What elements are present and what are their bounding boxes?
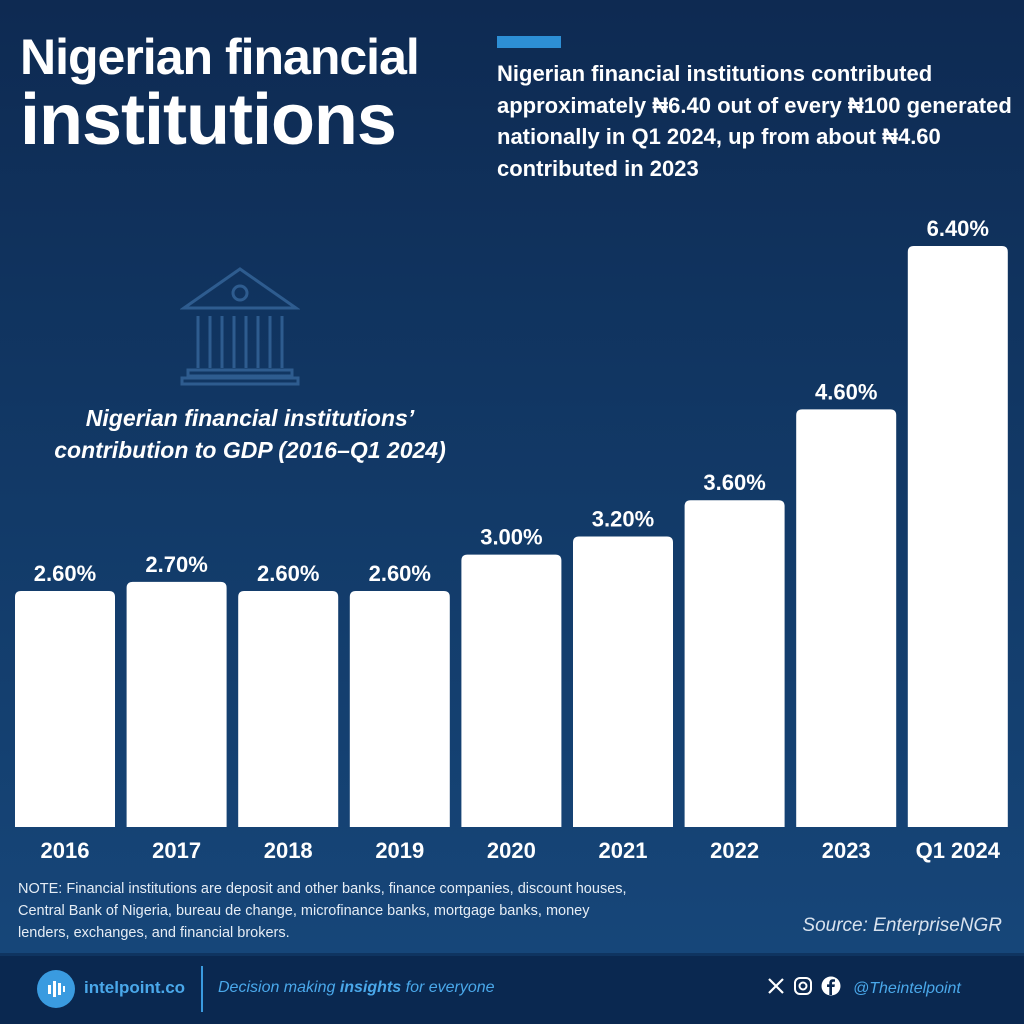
bar-2018 xyxy=(238,590,339,827)
chart-title: Nigerian financial institutions’ contrib… xyxy=(54,405,446,463)
social-links xyxy=(767,976,841,996)
description: Nigerian financial institutions contribu… xyxy=(497,61,1012,181)
bar-2020 xyxy=(461,554,562,827)
bar-2021 xyxy=(573,536,673,827)
tagline: Decision making insights for everyone xyxy=(218,979,495,997)
x-tick-label: 2021 xyxy=(599,838,648,863)
accent-bar xyxy=(497,36,561,48)
data-label: 6.40% xyxy=(927,216,989,241)
x-tick-label: 2018 xyxy=(264,838,313,863)
x-tick-label: 2017 xyxy=(152,838,201,863)
bar-2016 xyxy=(15,590,115,827)
x-tick-label: 2023 xyxy=(822,838,871,863)
data-label: 2.70% xyxy=(145,552,207,577)
social-handle[interactable]: @Theintelpoint xyxy=(853,980,961,997)
title-line-1: Nigerian financial xyxy=(20,29,420,85)
tagline-bold: insights xyxy=(339,979,402,996)
bar-chart: 2.60% 2016 2.70% 2017 2.60% 2018 2.60% 2019 3.00… xyxy=(0,0,1024,880)
intelpoint-logo-icon xyxy=(37,970,75,1008)
data-label: 4.60% xyxy=(815,379,877,404)
bank-icon xyxy=(180,267,300,386)
divider xyxy=(201,966,203,1012)
facebook-icon[interactable] xyxy=(821,976,841,996)
tagline-pre: Decision making xyxy=(218,979,340,996)
x-tick-label: 2019 xyxy=(375,838,424,863)
data-label: 3.60% xyxy=(703,470,765,495)
instagram-icon[interactable] xyxy=(793,976,813,996)
x-icon[interactable] xyxy=(767,977,785,995)
x-tick-label: 2016 xyxy=(41,838,90,863)
x-tick-label: Q1 2024 xyxy=(916,838,1001,863)
data-label: 3.20% xyxy=(592,507,654,532)
page-title: Nigerian financial institutions xyxy=(20,29,420,160)
source: Source: EnterpriseNGR xyxy=(802,915,1002,936)
tagline-post: for everyone xyxy=(401,979,495,996)
title-line-2: institutions xyxy=(20,80,397,160)
bar-2023 xyxy=(796,409,897,827)
bar-2022 xyxy=(684,500,785,827)
note: NOTE: Financial institutions are deposit… xyxy=(18,881,627,941)
data-label: 3.00% xyxy=(480,525,542,550)
footer: intelpoint.co Decision making insights f… xyxy=(0,953,1024,1024)
brand-link[interactable]: intelpoint.co xyxy=(84,978,186,997)
data-label: 2.60% xyxy=(257,561,319,586)
bar-2017 xyxy=(126,581,227,827)
x-tick-label: 2022 xyxy=(710,838,759,863)
data-label: 2.60% xyxy=(369,561,431,586)
bar-2019 xyxy=(349,590,450,827)
data-label: 2.60% xyxy=(34,561,96,586)
bar-q1-2024 xyxy=(907,246,1008,827)
x-tick-label: 2020 xyxy=(487,838,536,863)
